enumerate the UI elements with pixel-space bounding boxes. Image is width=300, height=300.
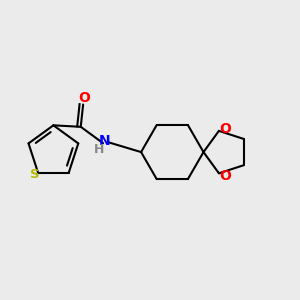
- Text: S: S: [30, 168, 39, 181]
- Text: H: H: [94, 143, 105, 156]
- Text: O: O: [219, 169, 231, 183]
- Text: N: N: [98, 134, 110, 148]
- Text: O: O: [219, 122, 231, 136]
- Text: O: O: [78, 91, 90, 105]
